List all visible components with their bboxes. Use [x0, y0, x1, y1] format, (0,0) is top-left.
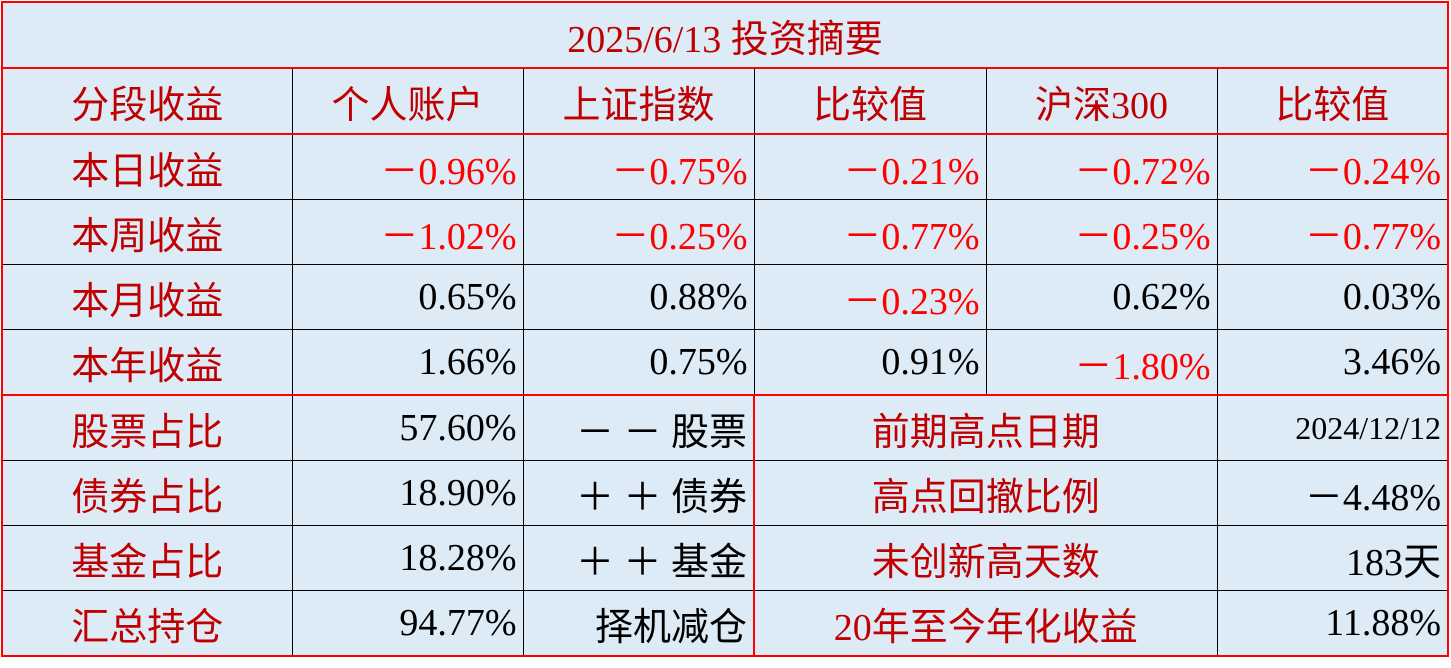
return-value: －0.23% — [753, 264, 987, 330]
metric-label: 前期高点日期 — [753, 394, 1218, 461]
allocation-value: 94.77% — [291, 590, 524, 657]
allocation-note: ＋ ＋ 基金 — [522, 525, 755, 591]
allocation-row: 汇总持仓 94.77% 择机减仓 20年至今年化收益 11.88% — [1, 590, 1449, 657]
row-label: 本周收益 — [1, 199, 293, 265]
return-value: －0.25% — [985, 199, 1218, 265]
header-cell: 比较值 — [753, 67, 987, 135]
allocation-label: 股票占比 — [1, 394, 293, 461]
return-value: －0.25% — [522, 199, 755, 265]
metric-label: 20年至今年化收益 — [753, 590, 1218, 657]
header-cell: 沪深300 — [985, 67, 1218, 135]
allocation-row: 股票占比 57.60% － － 股票 前期高点日期 2024/12/12 — [1, 394, 1449, 461]
allocation-label: 基金占比 — [1, 525, 293, 591]
return-value: －0.75% — [522, 133, 755, 200]
return-value: －0.96% — [291, 133, 524, 200]
allocation-value: 18.28% — [291, 525, 524, 591]
return-value: －0.77% — [1216, 199, 1449, 265]
return-value: －0.21% — [753, 133, 987, 200]
header-cell: 个人账户 — [291, 67, 524, 135]
return-value: 0.75% — [522, 329, 755, 396]
return-value: 3.46% — [1216, 329, 1449, 396]
header-cell: 分段收益 — [1, 67, 293, 135]
title-row: 2025/6/13 投资摘要 — [1, 1, 1449, 69]
metric-value: －4.48% — [1216, 460, 1449, 526]
row-label: 本月收益 — [1, 264, 293, 330]
row-label: 本日收益 — [1, 133, 293, 200]
return-value: 1.66% — [291, 329, 524, 396]
allocation-value: 57.60% — [291, 394, 524, 461]
return-value: 0.88% — [522, 264, 755, 330]
metric-value: 183天 — [1216, 525, 1449, 591]
return-value: －0.72% — [985, 133, 1218, 200]
return-row: 本日收益 －0.96% －0.75% －0.21% －0.72% －0.24% — [1, 133, 1449, 200]
allocation-row: 基金占比 18.28% ＋ ＋ 基金 未创新高天数 183天 — [1, 525, 1449, 591]
allocation-value: 18.90% — [291, 460, 524, 526]
allocation-label: 汇总持仓 — [1, 590, 293, 657]
metric-label: 高点回撤比例 — [753, 460, 1218, 526]
allocation-note: ＋ ＋ 债券 — [522, 460, 755, 526]
allocation-row: 债券占比 18.90% ＋ ＋ 债券 高点回撤比例 －4.48% — [1, 460, 1449, 526]
metric-label: 未创新高天数 — [753, 525, 1218, 591]
return-value: －0.24% — [1216, 133, 1449, 200]
metric-value: 2024/12/12 — [1216, 394, 1449, 461]
table-title: 2025/6/13 投资摘要 — [1, 1, 1449, 69]
return-value: －1.80% — [985, 329, 1218, 396]
return-value: 0.62% — [985, 264, 1218, 330]
row-label: 本年收益 — [1, 329, 293, 396]
metric-value: 11.88% — [1216, 590, 1449, 657]
allocation-note: 择机减仓 — [522, 590, 755, 657]
allocation-label: 债券占比 — [1, 460, 293, 526]
return-row: 本月收益 0.65% 0.88% －0.23% 0.62% 0.03% — [1, 264, 1449, 330]
return-value: －1.02% — [291, 199, 524, 265]
return-value: 0.65% — [291, 264, 524, 330]
header-cell: 比较值 — [1216, 67, 1449, 135]
return-value: 0.91% — [753, 329, 987, 396]
return-value: －0.77% — [753, 199, 987, 265]
return-row: 本周收益 －1.02% －0.25% －0.77% －0.25% －0.77% — [1, 199, 1449, 265]
header-row: 分段收益 个人账户 上证指数 比较值 沪深300 比较值 — [1, 67, 1449, 135]
return-row: 本年收益 1.66% 0.75% 0.91% －1.80% 3.46% — [1, 329, 1449, 396]
return-value: 0.03% — [1216, 264, 1449, 330]
allocation-note: － － 股票 — [522, 394, 755, 461]
header-cell: 上证指数 — [522, 67, 755, 135]
